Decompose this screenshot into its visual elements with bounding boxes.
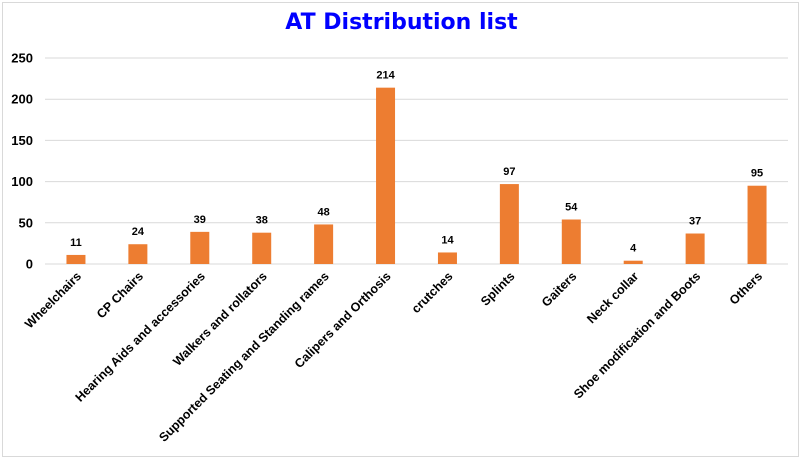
bar [128, 244, 148, 264]
y-tick-label: 100 [11, 174, 33, 189]
bar [561, 219, 581, 264]
category-label: Wheelchairs [22, 269, 84, 331]
data-label: 24 [132, 226, 145, 238]
data-label: 48 [318, 206, 330, 218]
category-label: Hearing Aids and accessories [73, 269, 208, 404]
category-label: Neck collar [584, 269, 641, 326]
data-label: 97 [503, 166, 515, 178]
data-label: 39 [194, 214, 206, 226]
bar [747, 185, 767, 264]
bar [623, 260, 643, 264]
y-tick-label: 250 [11, 51, 33, 66]
data-label: 95 [751, 168, 763, 180]
data-label: 38 [256, 215, 268, 227]
data-label: 37 [689, 216, 701, 228]
data-label: 14 [441, 234, 454, 246]
category-label: Others [727, 269, 765, 307]
category-label: Gaiters [539, 269, 579, 309]
chart-title: AT Distribution list [285, 10, 518, 35]
category-label: Splints [478, 269, 517, 308]
bar [499, 184, 519, 264]
y-tick-label: 50 [19, 215, 33, 230]
category-label: CP Chairs [94, 269, 146, 321]
data-label: 214 [376, 70, 395, 82]
bar [376, 87, 396, 264]
bar [314, 224, 334, 264]
bar [66, 254, 86, 264]
data-label: 54 [565, 202, 578, 214]
bar [252, 232, 272, 264]
y-axis: 0 50 100 150 200 250 [11, 51, 33, 272]
y-tick-label: 0 [26, 257, 33, 272]
bars [66, 87, 767, 264]
data-labels: 11 24 39 38 48 214 14 97 54 4 37 95 [70, 70, 763, 255]
data-label: 4 [630, 243, 637, 255]
y-tick-label: 200 [11, 92, 33, 107]
y-tick-label: 150 [11, 133, 33, 148]
gridlines [45, 57, 788, 265]
bar [190, 231, 210, 264]
bar [437, 252, 457, 264]
data-label: 11 [70, 237, 82, 249]
chart-frame [2, 2, 799, 457]
bar [685, 233, 705, 264]
category-label: crutches [409, 269, 456, 316]
category-label: Shoe modification and Boots [571, 269, 703, 401]
